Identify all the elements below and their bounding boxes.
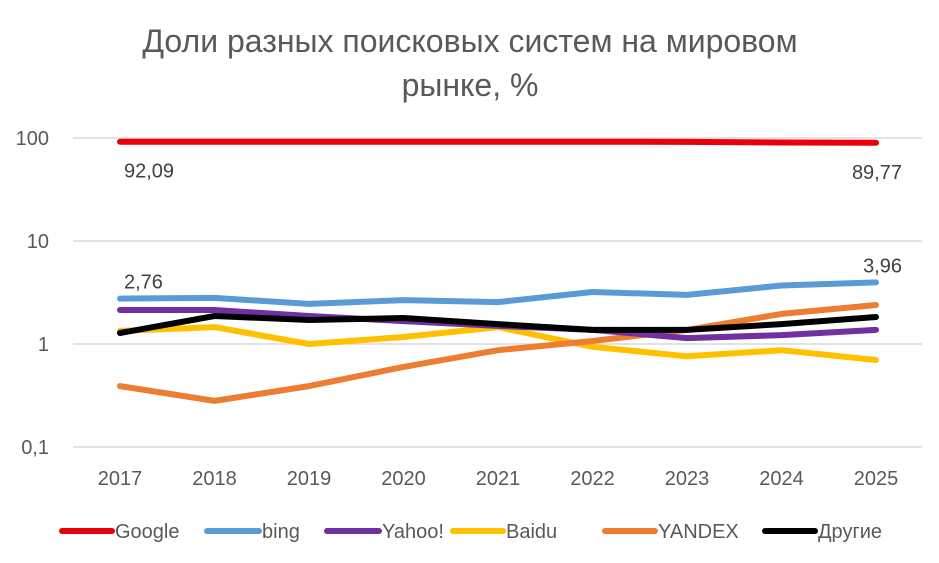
chart-title-line-2: рынке, % xyxy=(402,67,539,103)
series-другие xyxy=(117,313,879,336)
legend: Google bing Yahoo! Baidu YANDEX Другие xyxy=(59,521,882,543)
x-tick-label: 2017 xyxy=(98,468,143,490)
data-labels: 92,09 89,77 2,76 3,96 xyxy=(124,161,902,294)
legend-item: Другие xyxy=(762,521,882,543)
x-tick-label: 2025 xyxy=(854,468,899,490)
series-yandex xyxy=(117,302,879,404)
y-tick-label: 100 xyxy=(16,128,49,150)
x-tick-label: 2022 xyxy=(570,468,615,490)
gridlines xyxy=(73,137,922,448)
series-bing xyxy=(117,279,879,307)
data-label: 92,09 xyxy=(124,161,174,183)
x-tick-label: 2019 xyxy=(287,468,332,490)
legend-label: Google xyxy=(115,521,180,543)
data-label: 89,77 xyxy=(852,162,902,184)
legend-label: Другие xyxy=(818,521,882,543)
x-axis-tick-labels: 2017 2018 2019 2020 2021 2022 2023 2024 2025 xyxy=(98,468,899,490)
x-tick-label: 2018 xyxy=(192,468,237,490)
legend-item: bing xyxy=(204,521,300,543)
y-axis-tick-labels: 100 10 1 0,1 xyxy=(16,128,49,459)
series-google xyxy=(117,138,879,146)
data-label: 2,76 xyxy=(124,272,163,294)
y-tick-label: 10 xyxy=(27,231,49,253)
legend-item: Yahoo! xyxy=(324,521,444,543)
x-tick-label: 2020 xyxy=(381,468,426,490)
y-tick-label: 1 xyxy=(38,334,49,356)
legend-label: Baidu xyxy=(506,521,557,543)
y-tick-label: 0,1 xyxy=(21,437,49,459)
legend-label: YANDEX xyxy=(658,521,739,543)
legend-item: Google xyxy=(59,521,180,543)
legend-label: bing xyxy=(262,521,300,543)
x-tick-label: 2021 xyxy=(476,468,521,490)
chart-title-line-1: Доли разных поисковых систем на мировом xyxy=(142,23,797,59)
x-tick-label: 2024 xyxy=(759,468,804,490)
series-lines xyxy=(117,138,879,404)
legend-label: Yahoo! xyxy=(382,521,444,543)
chart-title: Доли разных поисковых систем на мировом … xyxy=(142,23,797,103)
data-label: 3,96 xyxy=(863,255,902,277)
legend-item: Baidu xyxy=(450,521,557,543)
series-line xyxy=(117,279,879,307)
legend-item: YANDEX xyxy=(602,521,739,543)
x-tick-label: 2023 xyxy=(665,468,710,490)
